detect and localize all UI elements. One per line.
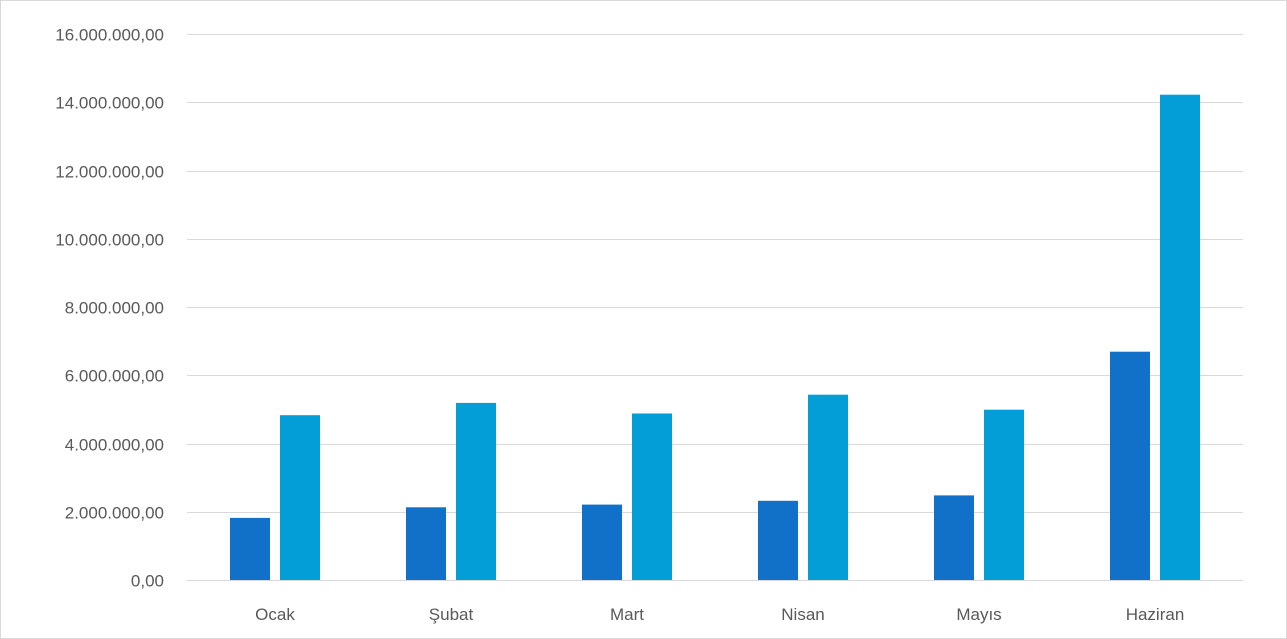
x-axis-tick-labels: Ocak Şubat Mart Nisan Mayıs Haziran: [255, 605, 1184, 624]
bar-series2: [1160, 94, 1200, 580]
x-tick-label: Mayıs: [956, 605, 1001, 624]
x-tick-label: Ocak: [255, 605, 295, 624]
bar-series1: [934, 495, 974, 580]
y-tick-label: 12.000.000,00: [55, 163, 164, 182]
y-tick-label: 16.000.000,00: [55, 26, 164, 45]
bar-series2: [984, 409, 1024, 580]
y-tick-label: 6.000.000,00: [65, 367, 164, 386]
gridlines: [187, 34, 1243, 581]
bar-series1: [758, 500, 798, 580]
bar-series1: [406, 507, 446, 580]
x-tick-label: Şubat: [429, 605, 474, 624]
y-tick-label: 4.000.000,00: [65, 436, 164, 455]
y-tick-label: 14.000.000,00: [55, 94, 164, 113]
bar-series1: [1110, 351, 1150, 580]
x-tick-label: Nisan: [781, 605, 824, 624]
y-axis-tick-labels: 0,00 2.000.000,00 4.000.000,00 6.000.000,00…: [55, 26, 164, 591]
bar-series1: [582, 504, 622, 580]
bar-series2: [632, 413, 672, 580]
bar-series2: [808, 394, 848, 580]
y-tick-label: 8.000.000,00: [65, 299, 164, 318]
bar-series2: [280, 415, 320, 580]
y-tick-label: 0,00: [131, 572, 164, 591]
x-tick-label: Haziran: [1126, 605, 1185, 624]
y-tick-label: 2.000.000,00: [65, 504, 164, 523]
bars: [230, 94, 1200, 580]
y-tick-label: 10.000.000,00: [55, 231, 164, 250]
bar-series1: [230, 517, 270, 580]
x-tick-label: Mart: [610, 605, 644, 624]
bar-series2: [456, 402, 496, 580]
